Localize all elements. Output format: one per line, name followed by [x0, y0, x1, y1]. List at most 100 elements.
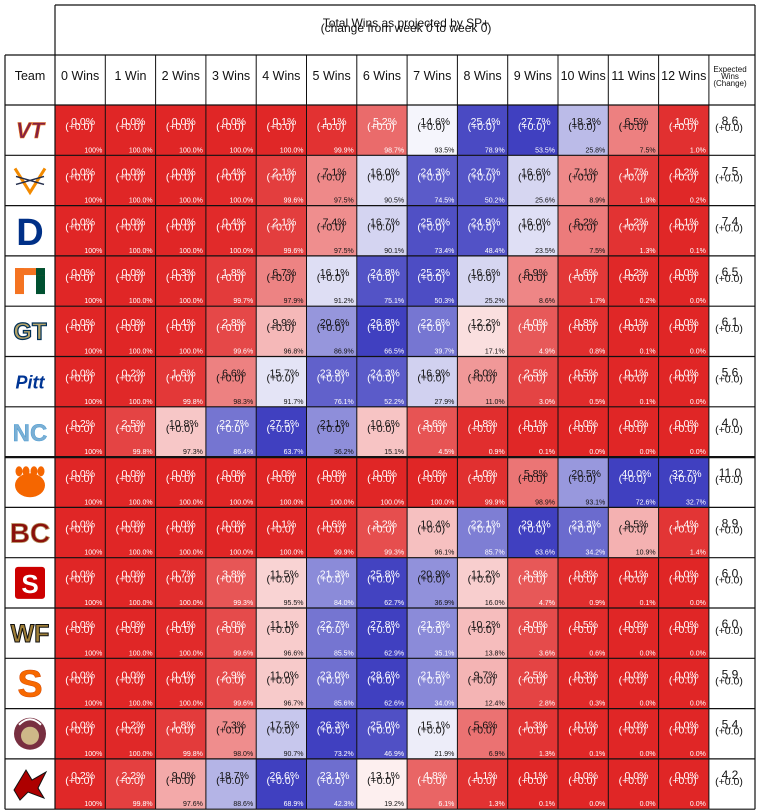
change-label: (+0.0)	[317, 272, 345, 284]
probability-label: 1.3%	[524, 720, 548, 732]
cumulative-label: 2.8%	[539, 701, 555, 708]
probability-label: 1.0%	[474, 468, 498, 480]
change-label: (+0.0)	[518, 624, 546, 636]
heat-cell	[155, 557, 206, 608]
cumulative-label: 99.9%	[485, 499, 505, 506]
probability-label: 0.0%	[121, 669, 145, 681]
cumulative-label: 3.6%	[539, 650, 555, 657]
heat-cell	[306, 658, 357, 709]
probability-label: 1.1%	[323, 116, 347, 128]
cumulative-label: 0.1%	[539, 449, 555, 456]
change-label: (+0.0)	[317, 322, 345, 334]
probability-label: 0.0%	[675, 368, 699, 380]
probability-label: 13.1%	[370, 770, 400, 782]
change-label: (+0.0)	[166, 373, 194, 385]
probability-label: 0.0%	[121, 317, 145, 329]
heat-cell	[256, 708, 307, 759]
probability-label: 0.6%	[323, 518, 347, 530]
probability-label: 0.1%	[524, 418, 548, 430]
cumulative-label: 100.0%	[229, 248, 253, 255]
clemson-logo-mark	[37, 466, 45, 477]
expected-wins-value: 6.5	[722, 265, 739, 279]
cumulative-label: 100.0%	[280, 499, 304, 506]
expected-wins-change: (+0.0)	[715, 223, 743, 235]
heat-cell	[105, 406, 156, 458]
change-label: (+0.0)	[468, 222, 496, 234]
heat-cell	[105, 155, 156, 206]
cumulative-label: 100.0%	[129, 701, 153, 708]
change-label: (+0.0)	[65, 473, 93, 485]
heat-cell	[457, 155, 508, 206]
change-label: (+0.0)	[669, 322, 697, 334]
cumulative-label: 1.7%	[589, 298, 605, 305]
probability-label: 0.1%	[524, 770, 548, 782]
cumulative-label: 0.0%	[690, 600, 706, 607]
cumulative-label: 100%	[84, 600, 102, 607]
change-label: (+0.0)	[417, 373, 445, 385]
heat-cell	[457, 708, 508, 759]
change-label: (+0.0)	[669, 473, 697, 485]
pitt-logo: Pitt	[16, 373, 46, 393]
heat-cell	[608, 557, 659, 608]
expected-wins-value: 6.0	[722, 567, 739, 581]
heat-cell	[155, 155, 206, 206]
change-label: (+0.0)	[568, 373, 596, 385]
probability-label: 0.4%	[172, 669, 196, 681]
wf-logo-mark: WF	[11, 620, 50, 648]
cumulative-label: 32.7%	[686, 499, 706, 506]
change-label: (+0.0)	[266, 674, 294, 686]
change-label: (+0.0)	[266, 171, 294, 183]
probability-label: 0.0%	[71, 368, 95, 380]
probability-label: 5.8%	[524, 468, 548, 480]
probability-label: 0.0%	[323, 468, 347, 480]
probability-label: 5.6%	[474, 720, 498, 732]
probability-label: 0.0%	[624, 720, 648, 732]
cumulative-label: 84.0%	[334, 600, 354, 607]
heat-cell	[507, 155, 558, 206]
expected-wins-change: (+0.0)	[715, 524, 743, 536]
heat-cell	[658, 457, 709, 508]
change-label: (+0.0)	[216, 222, 244, 234]
heat-cell	[105, 708, 156, 759]
cumulative-label: 0.0%	[690, 751, 706, 758]
heat-cell	[306, 255, 357, 307]
probability-label: 0.1%	[272, 518, 296, 530]
heat-cell	[105, 205, 156, 256]
cumulative-label: 85.5%	[334, 650, 354, 657]
probability-label: 24.3%	[420, 166, 450, 178]
probability-label: 22.1%	[471, 518, 501, 530]
cumulative-label: 99.7%	[233, 298, 253, 305]
heat-cell	[205, 557, 257, 608]
cumulative-label: 0.1%	[640, 349, 656, 356]
probability-label: 11.1%	[270, 619, 299, 631]
heat-cell	[256, 457, 307, 508]
cumulative-label: 99.3%	[384, 550, 404, 557]
change-label: (+0.0)	[568, 473, 596, 485]
heat-cell	[105, 356, 156, 407]
probability-label: 26.8%	[370, 317, 400, 329]
probability-label: 0.0%	[423, 468, 447, 480]
cumulative-label: 100.0%	[179, 198, 203, 205]
change-label: (+0.0)	[216, 373, 244, 385]
probability-label: 20.5%	[571, 468, 601, 480]
cumulative-label: 3.0%	[539, 399, 555, 406]
probability-label: 0.5%	[574, 368, 598, 380]
probability-label: 1.7%	[624, 166, 648, 178]
heat-cell	[155, 457, 206, 508]
change-label: (+0.0)	[619, 523, 647, 535]
heat-cell	[356, 507, 408, 558]
probability-label: 40.0%	[622, 468, 652, 480]
cumulative-label: 8.9%	[589, 198, 605, 205]
cumulative-label: 35.1%	[435, 650, 455, 657]
change-label: (+0.0)	[518, 121, 546, 133]
probability-label: 0.0%	[574, 770, 598, 782]
heat-cell	[507, 457, 558, 508]
change-label: (+0.0)	[116, 222, 144, 234]
probability-label: 0.0%	[675, 669, 699, 681]
probability-label: 0.1%	[272, 116, 296, 128]
heat-cell	[55, 507, 106, 558]
gt-logo-mark: GT	[13, 318, 47, 345]
change-label: (+0.0)	[367, 725, 395, 737]
heat-cell	[608, 306, 659, 357]
probability-label: 25.8%	[370, 569, 400, 581]
